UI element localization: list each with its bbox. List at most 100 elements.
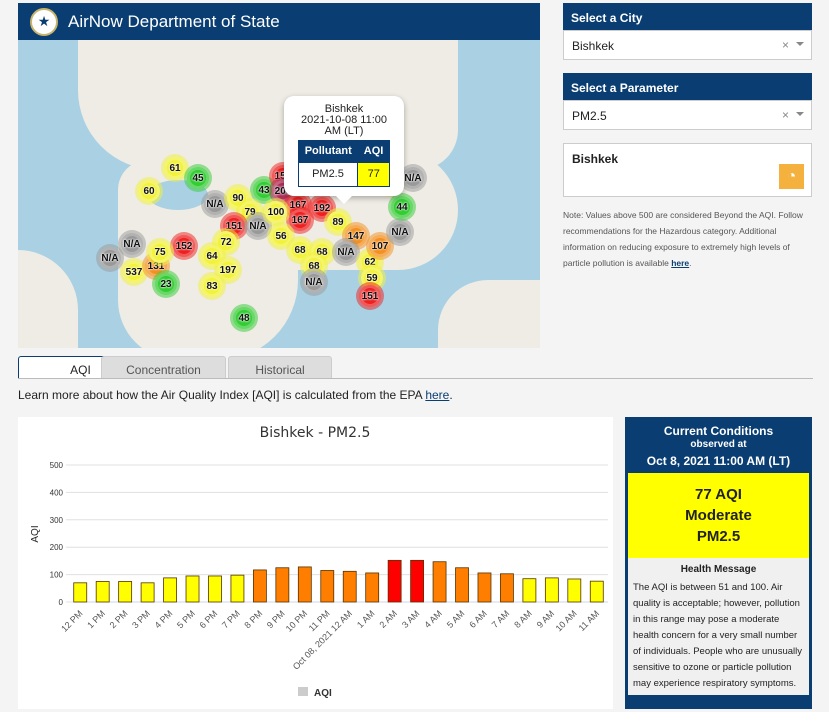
aqi-status-box: 77 AQI Moderate PM2.5 — [628, 473, 809, 558]
bar[interactable] — [365, 572, 380, 603]
chevron-down-icon[interactable] — [796, 42, 804, 46]
map-marker[interactable]: N/A — [121, 233, 143, 255]
map-marker[interactable]: N/A — [335, 241, 357, 263]
map-marker[interactable]: 56 — [270, 225, 292, 247]
learn-link[interactable]: here — [425, 388, 450, 402]
x-tick-label: 8 PM — [242, 608, 264, 630]
map-marker[interactable]: 100 — [265, 201, 287, 223]
app-header: ★ AirNow Department of State — [18, 3, 540, 40]
bar[interactable] — [208, 575, 222, 603]
aqi-note: Note: Values above 500 are considered Be… — [563, 207, 813, 271]
bar[interactable] — [589, 580, 604, 603]
observed-time: Oct 8, 2021 11:00 AM (LT) — [646, 454, 791, 468]
map-marker[interactable]: 23 — [155, 273, 177, 295]
city-select[interactable]: Bishkek × — [563, 30, 812, 60]
bar[interactable] — [544, 577, 559, 603]
parameter-select-value: PM2.5 — [572, 109, 607, 123]
map-marker[interactable]: 192 — [311, 197, 333, 219]
clear-icon[interactable]: × — [781, 38, 789, 52]
bar[interactable] — [477, 572, 492, 603]
popup-table: Pollutant AQI PM2.5 77 — [297, 140, 391, 187]
map-marker[interactable]: N/A — [99, 247, 121, 269]
state-department-seal-icon: ★ — [30, 7, 58, 36]
map-marker[interactable]: N/A — [303, 271, 325, 293]
map-marker[interactable]: 72 — [215, 231, 237, 253]
note-link[interactable]: here — [671, 258, 690, 268]
bar[interactable] — [522, 578, 537, 603]
note-text: Note: Values above 500 are considered Be… — [563, 210, 803, 268]
parameter-select-label: Select a Parameter — [563, 73, 812, 102]
bar[interactable] — [230, 574, 245, 603]
current-conditions: Current Conditions observed at Oct 8, 20… — [625, 417, 812, 709]
current-category: Moderate — [685, 507, 752, 524]
tab-concentration[interactable]: Concentration — [101, 356, 226, 379]
bar[interactable] — [567, 578, 582, 603]
aqi-chart: Bishkek - PM2.5 AQI 0 100 200 300 400 500 12 PM 1… — [18, 417, 613, 709]
bar[interactable] — [140, 582, 155, 603]
bar[interactable] — [118, 581, 133, 603]
bar[interactable] — [342, 570, 357, 603]
popup-col-aqi: AQI — [357, 140, 390, 163]
x-tick-label: 4 PM — [153, 608, 175, 630]
bar[interactable] — [185, 575, 200, 603]
map-marker[interactable]: 75 — [149, 241, 171, 263]
map-marker[interactable]: N/A — [389, 221, 411, 243]
map-marker[interactable]: N/A — [402, 167, 424, 189]
map-marker[interactable]: 60 — [138, 180, 160, 202]
health-text: The AQI is between 51 and 100. Air quali… — [633, 582, 802, 689]
x-tick-label: 12 PM — [59, 608, 84, 633]
current-pollutant: PM2.5 — [696, 528, 741, 545]
parameter-select[interactable]: PM2.5 × — [563, 100, 812, 130]
map-marker[interactable]: 44 — [391, 196, 413, 218]
x-tick-label: 7 PM — [220, 608, 242, 630]
map-marker[interactable]: N/A — [204, 193, 226, 215]
city-select-value: Bishkek — [572, 39, 615, 53]
bar[interactable] — [432, 561, 447, 603]
chevron-down-icon[interactable] — [796, 112, 804, 116]
map-marker[interactable]: 152 — [173, 235, 195, 257]
bar[interactable] — [73, 582, 88, 603]
bar[interactable] — [410, 559, 425, 603]
clear-icon[interactable]: × — [781, 108, 789, 122]
bar[interactable] — [163, 577, 177, 603]
learn-end: . — [449, 388, 453, 402]
x-tick-label: 6 PM — [197, 608, 219, 630]
map-marker[interactable]: 61 — [164, 157, 186, 179]
map-marker[interactable]: 167 — [289, 209, 311, 231]
map-marker[interactable]: 68 — [289, 239, 311, 261]
bar[interactable] — [252, 569, 267, 603]
map-marker[interactable]: 537 — [123, 261, 145, 283]
x-tick-label: 10 AM — [554, 608, 579, 633]
bar[interactable] — [275, 567, 290, 603]
rss-icon[interactable]: ◔ — [779, 164, 804, 189]
legend-swatch[interactable] — [298, 687, 308, 696]
x-tick-label: 8 AM — [512, 608, 534, 630]
bar[interactable] — [387, 559, 402, 603]
map-marker[interactable]: 197 — [217, 259, 239, 281]
chart-title: Bishkek - PM2.5 — [260, 425, 371, 441]
bar[interactable] — [297, 566, 312, 603]
map-marker[interactable]: 48 — [233, 307, 255, 329]
current-title: Current Conditions — [663, 424, 774, 438]
x-tick-label: 5 AM — [445, 608, 467, 630]
map-marker[interactable]: 151 — [359, 285, 381, 307]
map-marker[interactable]: 107 — [369, 235, 391, 257]
tab-historical[interactable]: Historical — [228, 356, 332, 379]
bar[interactable] — [320, 570, 335, 603]
x-tick-label: 1 PM — [85, 608, 107, 630]
map-marker[interactable]: 45 — [187, 167, 209, 189]
x-tick-label: 2 AM — [377, 608, 399, 630]
legend-label[interactable]: AQI — [314, 688, 332, 699]
x-tick-label: 7 AM — [490, 608, 512, 630]
bar[interactable] — [95, 581, 110, 603]
map-marker[interactable]: 64 — [201, 245, 223, 267]
map-marker[interactable]: 83 — [201, 275, 223, 297]
map[interactable]: 6145604315276220316719216789147N/A907915… — [18, 40, 540, 348]
map-marker[interactable]: 89 — [327, 211, 349, 233]
map-marker[interactable]: N/A — [247, 215, 269, 237]
bar[interactable] — [500, 573, 514, 603]
city-panel: Bishkek ◔ — [563, 143, 812, 197]
popup-col-pollutant: Pollutant — [298, 140, 358, 163]
bar[interactable] — [455, 567, 469, 603]
